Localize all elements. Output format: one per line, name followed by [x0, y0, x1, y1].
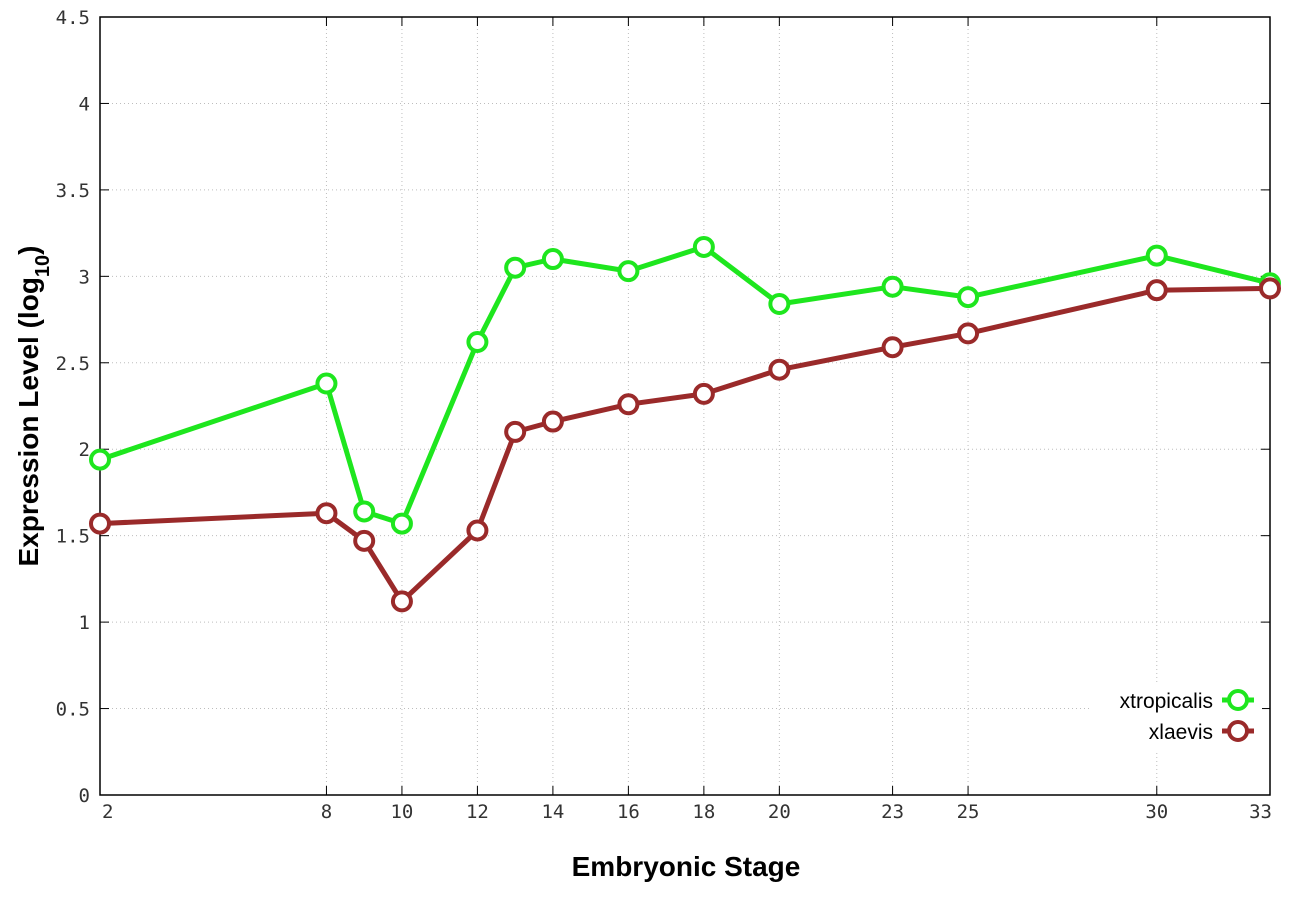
y-tick-label: 4.5	[56, 7, 90, 29]
data-point-xtropicalis	[466, 331, 489, 354]
y-axis-ticks: 0 0.5 1 1.5 2 2.5 3 3.5 4 4.5	[56, 7, 1270, 807]
data-point-xtropicalis	[692, 235, 715, 258]
series-xlaevis	[89, 277, 1281, 613]
y-tick-label: 0.5	[56, 699, 90, 721]
data-point-xlaevis	[390, 590, 413, 613]
legend: xtropicalis xlaevis	[1090, 682, 1262, 752]
series-line-xtropicalis	[99, 244, 1271, 527]
data-point-xlaevis	[504, 420, 527, 443]
x-tick-label: 10	[390, 801, 413, 823]
y-tick-label: 0	[79, 785, 90, 807]
data-point-xlaevis	[541, 410, 564, 433]
data-point-xlaevis	[881, 336, 904, 359]
x-tick-label: 20	[768, 801, 791, 823]
y-axis-title: Expression Level (log10)	[13, 246, 54, 567]
y-tick-label: 2	[79, 439, 90, 461]
y-axis-title-close: )	[13, 246, 44, 255]
data-point-xlaevis	[768, 358, 791, 381]
y-tick-label: 4	[79, 93, 90, 115]
data-point-xtropicalis	[1145, 244, 1168, 267]
legend-swatch-marker-xtropicalis	[1227, 689, 1249, 711]
x-tick-label: 2	[102, 801, 113, 823]
data-point-xtropicalis	[89, 448, 111, 471]
data-point-xlaevis	[315, 502, 338, 525]
x-tick-label: 30	[1145, 801, 1168, 823]
data-point-xtropicalis	[353, 500, 376, 523]
y-tick-label: 3.5	[56, 180, 90, 202]
data-point-xtropicalis	[315, 372, 338, 395]
data-point-xlaevis	[353, 529, 376, 552]
data-point-xtropicalis	[390, 512, 413, 535]
data-point-xlaevis	[1145, 279, 1168, 302]
legend-label-xtropicalis: xtropicalis	[1120, 690, 1213, 713]
data-point-xlaevis	[617, 393, 640, 416]
grid	[100, 17, 1270, 795]
y-tick-label: 1	[79, 612, 90, 634]
y-tick-label: 1.5	[56, 526, 90, 548]
plot-frame	[99, 16, 1271, 796]
data-point-xtropicalis	[768, 292, 791, 315]
y-axis-title-subscript: 10	[32, 255, 54, 277]
legend-swatch-marker-xlaevis	[1227, 720, 1249, 742]
x-tick-label: 23	[881, 801, 904, 823]
data-point-xtropicalis	[617, 260, 640, 283]
series-line-xlaevis	[99, 285, 1271, 604]
x-axis-title: Embryonic Stage	[572, 851, 801, 882]
data-point-xlaevis	[692, 382, 715, 405]
y-tick-label: 2.5	[56, 353, 90, 375]
x-tick-label: 18	[692, 801, 715, 823]
data-point-xtropicalis	[881, 275, 904, 298]
x-tick-label: 8	[321, 801, 332, 823]
data-point-xtropicalis	[504, 256, 527, 279]
y-tick-label: 3	[79, 266, 90, 288]
x-tick-label: 33	[1249, 801, 1272, 823]
data-point-xlaevis	[89, 512, 111, 535]
series-xtropicalis	[89, 235, 1281, 535]
series-layer	[89, 235, 1281, 613]
legend-label-xlaevis: xlaevis	[1149, 721, 1213, 744]
x-tick-label: 25	[957, 801, 980, 823]
data-point-xtropicalis	[957, 286, 980, 309]
x-tick-label: 16	[617, 801, 640, 823]
data-point-xlaevis	[957, 322, 980, 345]
y-axis-title-main: Expression Level (log	[13, 277, 44, 566]
x-axis-ticks: 2 8 10 12 14 16 18 20 23 25 30 33	[99, 17, 1272, 823]
data-point-xlaevis	[466, 519, 489, 542]
x-tick-label: 14	[541, 801, 564, 823]
x-tick-label: 12	[466, 801, 489, 823]
data-point-xtropicalis	[541, 248, 564, 271]
data-point-xlaevis	[1259, 277, 1281, 300]
